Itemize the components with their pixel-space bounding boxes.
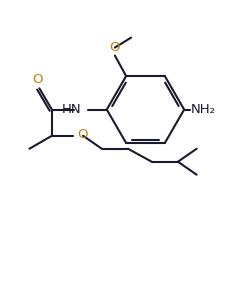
Text: NH₂: NH₂ <box>190 103 215 116</box>
Text: O: O <box>32 73 42 86</box>
Text: O: O <box>109 41 120 54</box>
Text: O: O <box>76 128 87 141</box>
Text: HN: HN <box>62 103 82 116</box>
